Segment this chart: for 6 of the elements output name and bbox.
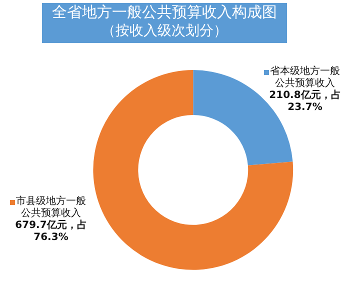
chart-title: 全省地方一般公共预算收入构成图: [51, 3, 278, 22]
legend-label: 市县级地方一般公共预算收入: [15, 196, 87, 220]
chart-subtitle: （按收入级次划分）: [100, 22, 228, 41]
data-label: 679.7亿元，占76.3%: [14, 220, 88, 244]
data-label: 210.8亿元，占23.7%: [268, 90, 342, 114]
legend-label: 省本级地方一般公共预算收入: [269, 66, 341, 90]
